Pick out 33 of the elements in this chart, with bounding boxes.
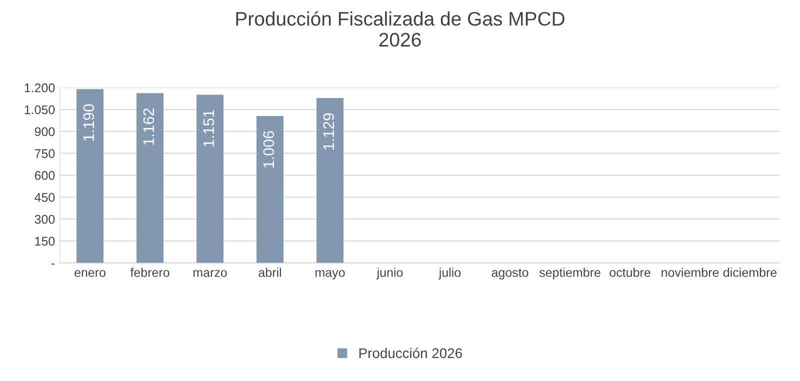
bar <box>316 98 344 263</box>
bar <box>76 89 104 263</box>
y-tick-label: - <box>52 264 55 265</box>
y-tick-label: 300 <box>34 214 55 224</box>
x-tick-label: enero <box>74 270 106 277</box>
x-tick-label: febrero <box>130 268 170 277</box>
bar <box>196 94 224 263</box>
x-tick-label: octubre <box>610 268 650 277</box>
x-tick-label: marzo <box>193 270 227 277</box>
x-tick-label: noviembre <box>662 268 719 277</box>
bar <box>136 93 164 263</box>
x-tick-label: abril <box>258 268 281 277</box>
data-label: 1.190 <box>83 104 94 141</box>
x-tick-label: julio <box>438 268 461 280</box>
legend-label: Producción 2026 <box>359 348 462 358</box>
data-label: 1.162 <box>143 108 154 145</box>
bar <box>256 116 284 263</box>
y-tick-label: 1.050 <box>24 105 55 114</box>
data-label: 1.129 <box>323 113 334 150</box>
x-tick-label: mayo <box>316 270 345 280</box>
data-label: 1.006 <box>263 131 274 168</box>
y-tick-label: 450 <box>34 192 55 202</box>
y-tick-label: 150 <box>35 236 55 246</box>
y-tick-label: 600 <box>34 171 55 180</box>
y-tick-label: 900 <box>34 127 55 136</box>
x-tick-label: septiembre <box>539 268 600 280</box>
y-tick-label: 750 <box>34 149 55 158</box>
data-label: 1.151 <box>203 110 214 146</box>
x-tick-label: agosto <box>492 268 528 280</box>
x-tick-label: junio <box>376 268 403 280</box>
x-tick-label: diciembre <box>723 268 777 277</box>
y-tick-label: 1.200 <box>24 83 55 92</box>
chart-title: Producción Fiscalizada de Gas MPCD 2026 <box>236 11 564 47</box>
